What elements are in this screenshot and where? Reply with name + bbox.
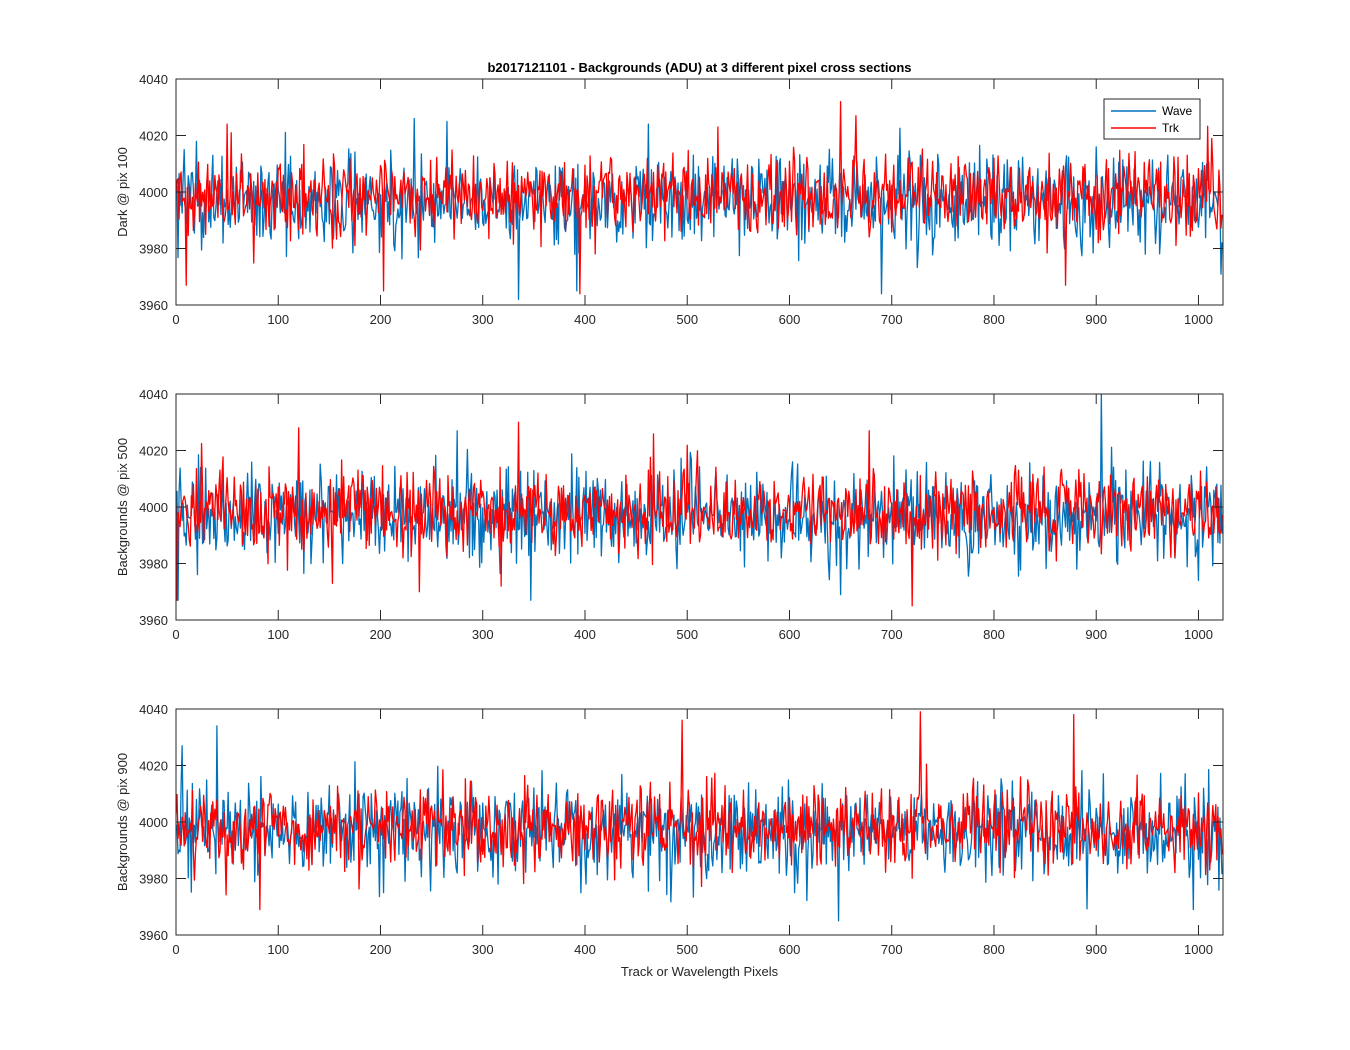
y-tick-label: 4020 (139, 129, 168, 144)
x-tick-label: 400 (574, 627, 596, 642)
x-tick-label: 0 (172, 942, 179, 957)
y-tick-label: 3960 (139, 928, 168, 943)
x-tick-label: 300 (472, 312, 494, 327)
x-tick-label: 500 (676, 627, 698, 642)
x-tick-label: 700 (881, 942, 903, 957)
x-tick-label: 700 (881, 312, 903, 327)
y-axis-label: Backgrounds @ pix 500 (115, 438, 130, 576)
x-tick-label: 200 (370, 312, 392, 327)
x-tick-label: 600 (779, 942, 801, 957)
x-tick-label: 200 (370, 627, 392, 642)
x-tick-label: 1000 (1184, 627, 1213, 642)
y-tick-label: 3960 (139, 298, 168, 313)
x-axis-label: Track or Wavelength Pixels (621, 964, 779, 979)
legend-label-trk: Trk (1162, 121, 1180, 135)
x-tick-label: 800 (983, 627, 1005, 642)
subplot-3: 0 100 200 300 400 500 600 700 800 900 1000 3960 3980… (115, 702, 1224, 979)
x-tick-label: 900 (1085, 312, 1107, 327)
x-tick-label: 900 (1085, 942, 1107, 957)
y-tick-label: 4020 (139, 444, 168, 459)
x-tick-label: 500 (676, 312, 698, 327)
x-tick-label: 300 (472, 942, 494, 957)
y-tick-label: 4000 (139, 500, 168, 515)
y-tick-label: 4000 (139, 185, 168, 200)
x-tick-label: 100 (267, 312, 289, 327)
x-tick-label: 1000 (1184, 942, 1213, 957)
series-group (176, 394, 1223, 607)
x-tick-label: 700 (881, 627, 903, 642)
y-axis-label: Dark @ pix 100 (115, 147, 130, 237)
legend-box (1103, 98, 1201, 140)
x-tick-label: 600 (779, 312, 801, 327)
x-tick-label: 400 (574, 942, 596, 957)
x-tick-label: 300 (472, 627, 494, 642)
x-tick-label: 900 (1085, 627, 1107, 642)
y-tick-label: 3960 (139, 613, 168, 628)
y-tick-label: 3980 (139, 872, 168, 887)
x-tick-label: 500 (676, 942, 698, 957)
series-line-trk (176, 100, 1223, 295)
subplot-1: 0 100 200 300 400 500 600 700 800 900 1000 3960 3980… (115, 60, 1224, 327)
series-line-trk (176, 421, 1223, 607)
y-tick-label: 3980 (139, 557, 168, 572)
y-axis-label: Backgrounds @ pix 900 (115, 753, 130, 891)
x-tick-label: 100 (267, 942, 289, 957)
x-tick-label: 100 (267, 627, 289, 642)
series-line-trk (176, 711, 1223, 911)
y-tick-label: 4040 (139, 702, 168, 717)
x-tick-label: 400 (574, 312, 596, 327)
x-tick-label: 200 (370, 942, 392, 957)
series-group (176, 711, 1223, 922)
series-group (176, 100, 1223, 300)
legend: Wave Trk (1103, 98, 1201, 140)
x-tick-label: 0 (172, 312, 179, 327)
x-tick-label: 0 (172, 627, 179, 642)
x-tick-label: 800 (983, 312, 1005, 327)
y-tick-label: 4040 (139, 72, 168, 87)
y-tick-label: 4000 (139, 815, 168, 830)
y-tick-label: 4020 (139, 759, 168, 774)
subplot-2: 0 100 200 300 400 500 600 700 800 900 1000 3960 3980… (115, 387, 1224, 642)
x-tick-label: 1000 (1184, 312, 1213, 327)
chart-title: b2017121101 - Backgrounds (ADU) at 3 dif… (487, 60, 911, 75)
y-tick-label: 3980 (139, 242, 168, 257)
y-tick-label: 4040 (139, 387, 168, 402)
x-tick-label: 800 (983, 942, 1005, 957)
legend-label-wave: Wave (1162, 104, 1193, 118)
x-tick-label: 600 (779, 627, 801, 642)
